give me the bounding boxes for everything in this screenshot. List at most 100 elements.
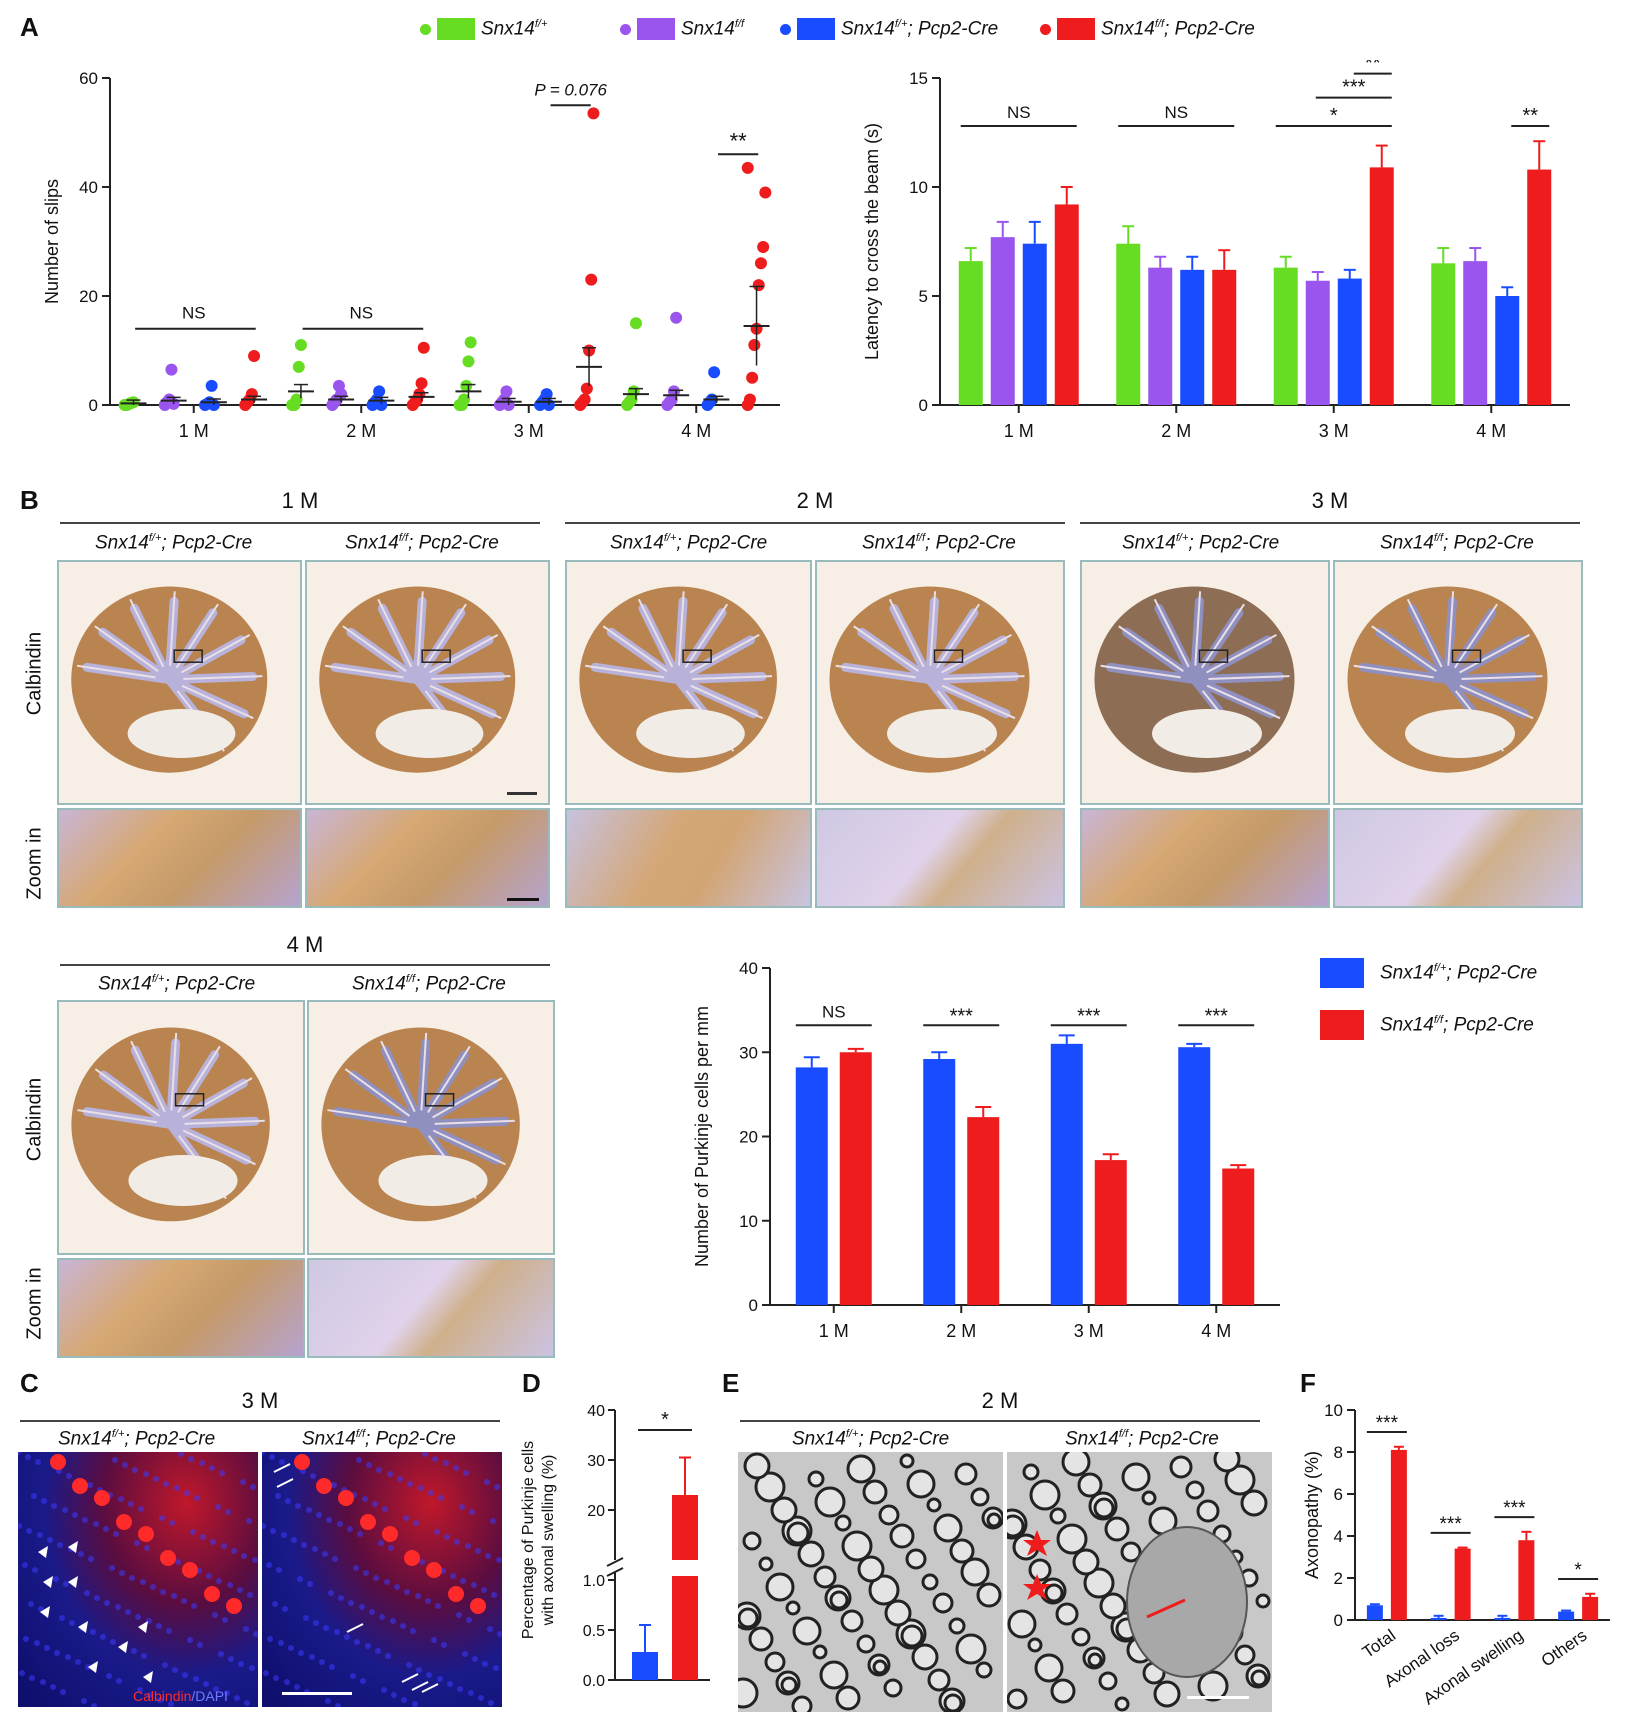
zoom-in-image — [565, 808, 812, 908]
data-point — [373, 385, 386, 398]
nucleus-dot — [243, 1626, 249, 1632]
legend-entry: Snx14f/+; Pcp2-Cre — [780, 18, 998, 41]
nucleus-dot — [403, 1515, 409, 1521]
folia-line — [692, 675, 773, 681]
nucleus-dot — [279, 1459, 285, 1465]
nucleus-dot — [231, 1548, 237, 1554]
row-label-calbindin: Calbindin — [23, 631, 46, 716]
x-tick-label: 4 M — [1201, 1321, 1231, 1341]
nucleus-dot — [225, 1509, 231, 1515]
nucleus-dot — [119, 1570, 125, 1576]
nucleus-dot — [363, 1570, 369, 1576]
bar — [672, 1576, 698, 1680]
myelinated-axon — [743, 1452, 771, 1480]
purkinje-soma — [470, 1598, 486, 1614]
y-axis-label-line: with axonal swelling (%) — [540, 1455, 557, 1627]
nucleus-dot — [437, 1676, 443, 1682]
nucleus-dot — [269, 1454, 275, 1460]
nucleus-dot — [326, 1517, 332, 1523]
nucleus-dot — [244, 1700, 250, 1706]
genotype-label-hom-cre: Snx14f/f; Pcp2-Cre — [1380, 532, 1534, 554]
nucleus-dot — [482, 1661, 488, 1667]
bar — [1494, 1617, 1511, 1620]
genotype-label-hom-cre: Snx14f/f; Pcp2-Cre — [1065, 1428, 1219, 1450]
nucleus-dot — [456, 1612, 462, 1618]
nucleus-dot — [462, 1651, 468, 1657]
panel-label-b: B — [20, 485, 39, 515]
folia-line — [344, 1068, 411, 1117]
nucleus-dot — [246, 1518, 252, 1524]
myelinated-axon — [1083, 1567, 1115, 1599]
significance-label: *** — [1440, 1514, 1463, 1535]
bar — [1454, 1548, 1471, 1620]
bar — [990, 237, 1015, 405]
nucleus-dot — [131, 1648, 137, 1654]
x-tick-label: 3 M — [514, 421, 544, 441]
nucleus-dot — [103, 1526, 109, 1532]
significance-label: NS — [349, 304, 373, 323]
genotype-label-het-cre: Snx14f/+; Pcp2-Cre — [610, 532, 768, 554]
myelinated-axon — [1234, 1644, 1256, 1666]
divider — [1080, 522, 1580, 524]
nucleus-dot — [407, 1481, 413, 1487]
nucleus-dot — [291, 1537, 297, 1543]
myelinated-axon — [889, 1523, 915, 1549]
nucleus-dot — [425, 1598, 431, 1604]
nucleus-dot — [294, 1684, 300, 1690]
myelinated-axon — [1099, 1592, 1127, 1620]
myelinated-axon — [1224, 1464, 1256, 1496]
folia-line — [324, 664, 404, 679]
arrow-marker — [1146, 1598, 1186, 1619]
folia-line — [684, 603, 729, 669]
myelinated-axon — [933, 1513, 963, 1543]
nucleus-dot — [388, 1545, 394, 1551]
folia-line — [181, 684, 254, 720]
purkinje-soma — [50, 1454, 66, 1470]
nucleus-dot — [443, 1460, 449, 1466]
divider — [740, 1420, 1260, 1422]
data-point — [460, 379, 473, 392]
myelinated-axon — [899, 1453, 915, 1469]
nucleus-dot — [69, 1620, 75, 1626]
purkinje-soma — [182, 1562, 198, 1578]
nucleus-dot — [141, 1653, 147, 1659]
myelinated-axon — [872, 1659, 888, 1675]
nucleus-dot — [91, 1703, 97, 1707]
genotype-label-hom-cre: Snx14f/f; Pcp2-Cre — [345, 532, 499, 554]
nucleus-dot — [31, 1493, 37, 1499]
folia-line — [1459, 684, 1534, 720]
nucleus-dot — [460, 1578, 466, 1584]
nucleus-dot — [157, 1697, 163, 1703]
nucleus-dot — [37, 1532, 43, 1538]
divider — [60, 964, 550, 966]
y-tick-label: 20 — [587, 1503, 605, 1520]
nucleus-dot — [172, 1667, 178, 1673]
x-tick-label: 4 M — [681, 421, 711, 441]
data-point — [746, 371, 759, 384]
myelinated-axon — [883, 1678, 903, 1698]
y-axis-label: Axonopathy (%) — [1302, 1451, 1322, 1579]
myelinated-axon — [1061, 1452, 1091, 1477]
data-point — [500, 385, 513, 398]
nucleus-dot — [313, 1620, 319, 1626]
folia-line — [1406, 598, 1443, 668]
arrow-marker — [273, 1463, 291, 1473]
nucleus-dot — [150, 1584, 156, 1590]
nucleus-dot — [110, 1639, 116, 1645]
x-tick-label: 1 M — [179, 421, 209, 441]
brainstem-shape — [636, 709, 745, 758]
myelinated-axon — [862, 1479, 888, 1505]
folia-line — [429, 684, 502, 720]
nucleus-dot — [153, 1476, 159, 1482]
y-axis-label: Latency to cross the beam (s) — [862, 123, 882, 360]
nucleus-dot — [335, 1703, 341, 1707]
purkinje-soma — [426, 1562, 442, 1578]
significance-label: NS — [822, 1002, 846, 1021]
bar — [1094, 1160, 1127, 1305]
y-tick-label: 0 — [1334, 1611, 1343, 1630]
folia-line — [585, 664, 665, 679]
y-axis-label: Number of slips — [42, 179, 62, 304]
myelinated-axon — [1169, 1455, 1193, 1479]
data-point — [413, 388, 426, 401]
folia-line — [1459, 634, 1530, 674]
